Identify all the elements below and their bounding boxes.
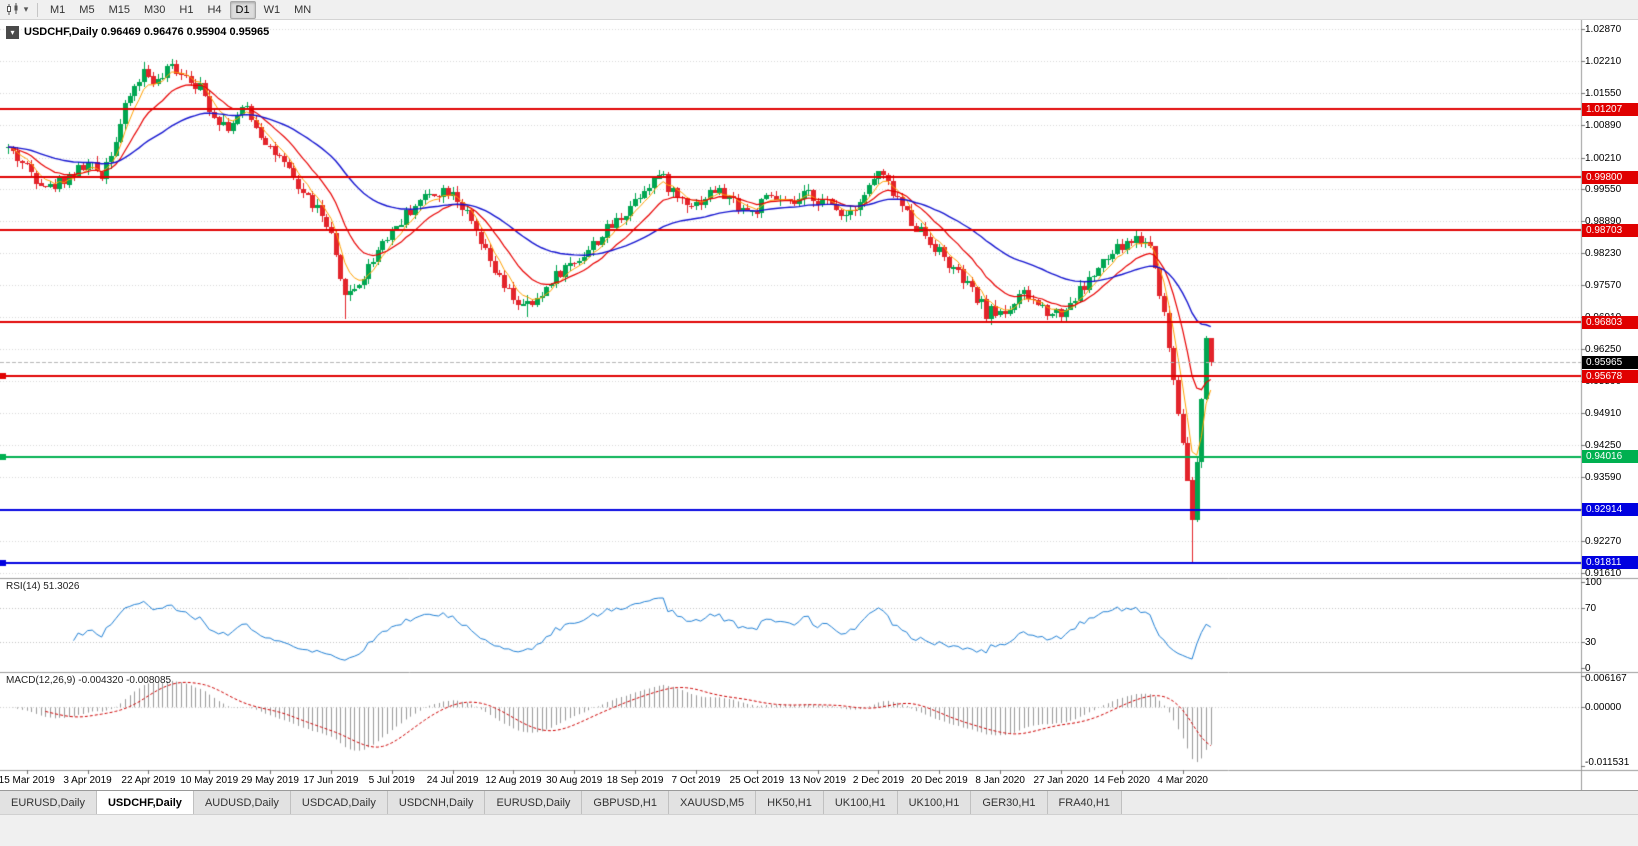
timeframe-button-m5[interactable]: M5 bbox=[79, 3, 95, 16]
timeframe-button-m15[interactable]: M15 bbox=[108, 3, 130, 16]
chart-tab-uk100-h1[interactable]: UK100,H1 bbox=[897, 791, 972, 814]
chart-symbol-ohlc-label: USDCHF,Daily 0.96469 0.96476 0.95904 0.9… bbox=[24, 26, 270, 38]
timeframe-button-h1[interactable]: H1 bbox=[179, 3, 194, 16]
toolbar-separator bbox=[37, 2, 38, 17]
chart-tab-hk50-h1[interactable]: HK50,H1 bbox=[756, 791, 824, 814]
chart-tab-ger30-h1[interactable]: GER30,H1 bbox=[971, 791, 1048, 814]
chart-type-icon[interactable] bbox=[4, 2, 20, 18]
chart-tab-usdcnh-daily[interactable]: USDCNH,Daily bbox=[387, 791, 486, 814]
macd-indicator-label: MACD(12,26,9) -0.004320 -0.008085 bbox=[6, 675, 172, 686]
timeframe-button-w1[interactable]: W1 bbox=[263, 3, 281, 16]
chart-tab-bar: EURUSD,Daily USDCHF,Daily AUDUSD,Daily USDC… bbox=[0, 790, 1638, 814]
chart-tab-eurusd-daily[interactable]: EURUSD,Daily bbox=[0, 791, 97, 814]
timeframe-button-h4[interactable]: H4 bbox=[207, 3, 222, 16]
chart-tab-audusd-daily[interactable]: AUDUSD,Daily bbox=[193, 791, 291, 814]
chart-tab-fra40-h1[interactable]: FRA40,H1 bbox=[1047, 791, 1122, 814]
chart-tab-uk100-h1[interactable]: UK100,H1 bbox=[823, 791, 898, 814]
symbol-dropdown-icon[interactable]: ▾ bbox=[6, 26, 19, 39]
chart-type-dropdown-caret-icon[interactable]: ▾ bbox=[23, 4, 29, 14]
chart-tab-usdcad-daily[interactable]: USDCAD,Daily bbox=[290, 791, 388, 814]
status-bar bbox=[0, 814, 1638, 846]
chart-tab-xauusd-m5[interactable]: XAUUSD,M5 bbox=[668, 791, 757, 814]
timeframe-button-mn[interactable]: MN bbox=[294, 3, 312, 16]
timeframe-button-m30[interactable]: M30 bbox=[143, 3, 166, 16]
chart-tab-gbpusd-h1[interactable]: GBPUSD,H1 bbox=[582, 791, 669, 814]
chart-tab-eurusd-daily[interactable]: EURUSD,Daily bbox=[485, 791, 583, 814]
timeframe-button-m1[interactable]: M1 bbox=[50, 3, 66, 16]
timeframe-button-d1[interactable]: D1 bbox=[229, 0, 256, 19]
timeframe-toolbar: ▾ M1 M5 M15 M30 H1 H4 D1 W1 MN bbox=[0, 0, 1638, 20]
chart-tab-usdchf-daily[interactable]: USDCHF,Daily bbox=[96, 791, 194, 814]
rsi-indicator-label: RSI(14) 51.3026 bbox=[6, 581, 80, 592]
price-chart-canvas[interactable] bbox=[0, 20, 1638, 790]
timeframe-buttons: M1 M5 M15 M30 H1 H4 D1 W1 MN bbox=[44, 0, 317, 19]
